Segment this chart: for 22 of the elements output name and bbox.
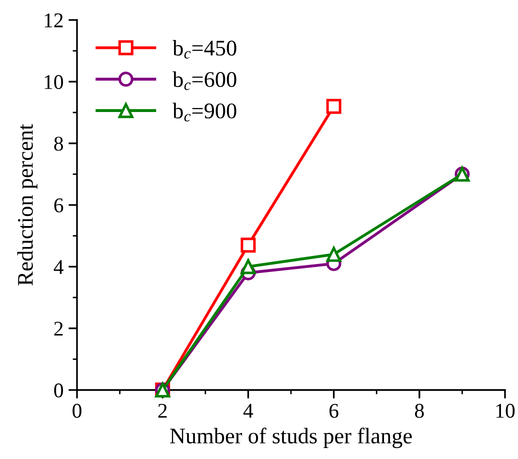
y-tick-label: 2	[54, 322, 63, 336]
y-tick-label: 6	[54, 198, 64, 212]
point	[240, 238, 256, 253]
x-tick-label: 0	[72, 404, 82, 418]
point	[326, 246, 342, 262]
y-tick-label: 0	[54, 383, 64, 398]
legend-label: b$_{c}$=900	[172, 102, 236, 122]
y-tick-label: 4	[54, 260, 64, 274]
point	[326, 98, 342, 114]
y-tick-label: 12	[44, 13, 63, 28]
x-tick-label: 10	[496, 404, 515, 418]
x-tick-label: 2	[158, 404, 167, 418]
y-tick-label: 8	[54, 136, 64, 151]
legend-label: b$_{c}$=450	[172, 40, 236, 59]
x-axis-title: Number of studs per flange	[170, 428, 412, 448]
x-tick-label: 4	[243, 404, 254, 418]
point	[240, 259, 256, 274]
x-tick-label: 8	[414, 404, 424, 418]
x-tick-label: 6	[329, 404, 338, 418]
legend-label: b$_{c}$=600	[172, 71, 236, 90]
y-axis-title: Reduction percent	[17, 124, 38, 286]
y-tick-label: 10	[44, 75, 64, 90]
